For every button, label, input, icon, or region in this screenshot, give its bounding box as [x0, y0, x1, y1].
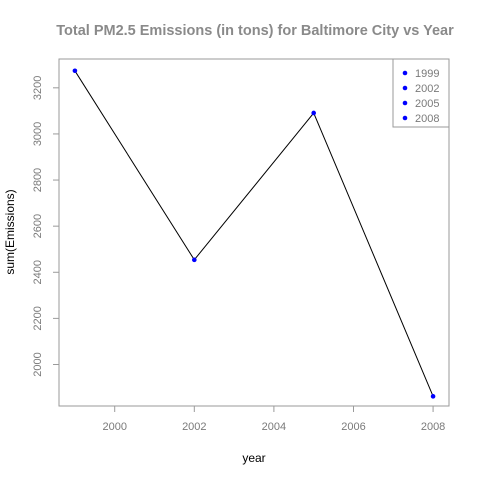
- x-tick-label: 2002: [182, 421, 206, 433]
- chart-title: Total PM2.5 Emissions (in tons) for Balt…: [56, 23, 454, 39]
- x-tick-label: 2004: [262, 421, 286, 433]
- legend-entry-label: 2008: [415, 113, 439, 125]
- legend-marker: [402, 100, 408, 106]
- x-axis: 2000 2002 2004 2006 2008: [102, 406, 445, 433]
- data-point: [430, 394, 436, 399]
- data-point: [192, 257, 197, 263]
- data-point: [311, 110, 316, 116]
- series-line: [72, 68, 436, 399]
- legend-box: [392, 58, 450, 128]
- y-tick-label: 2800: [32, 168, 44, 192]
- y-tick-label: 2400: [32, 260, 44, 284]
- plot-frame: [58, 58, 450, 407]
- data-point: [72, 68, 78, 74]
- legend-marker: [402, 70, 408, 76]
- legend-entry-label: 2005: [415, 98, 439, 110]
- x-tick-label: 2000: [102, 421, 126, 433]
- y-tick-label: 3000: [32, 122, 44, 146]
- legend: 1999 2002 2005 2008: [392, 58, 450, 128]
- legend-entry-label: 2002: [415, 83, 439, 95]
- y-axis-label: sum(Emissions): [3, 189, 17, 274]
- y-tick-label: 2000: [32, 352, 44, 376]
- legend-entry-label: 1999: [415, 68, 439, 80]
- x-axis-label: year: [242, 451, 265, 465]
- x-tick-label: 2006: [341, 421, 365, 433]
- legend-marker: [402, 85, 408, 91]
- y-tick-label: 2200: [32, 306, 44, 330]
- y-tick-label: 2600: [32, 214, 44, 238]
- y-tick-label: 3200: [32, 76, 44, 100]
- x-tick-label: 2008: [421, 421, 445, 433]
- legend-marker: [402, 115, 408, 121]
- series-polyline: [74, 70, 434, 397]
- y-axis: 2000 2200 2400 2600 2800 3000 3200: [32, 76, 59, 377]
